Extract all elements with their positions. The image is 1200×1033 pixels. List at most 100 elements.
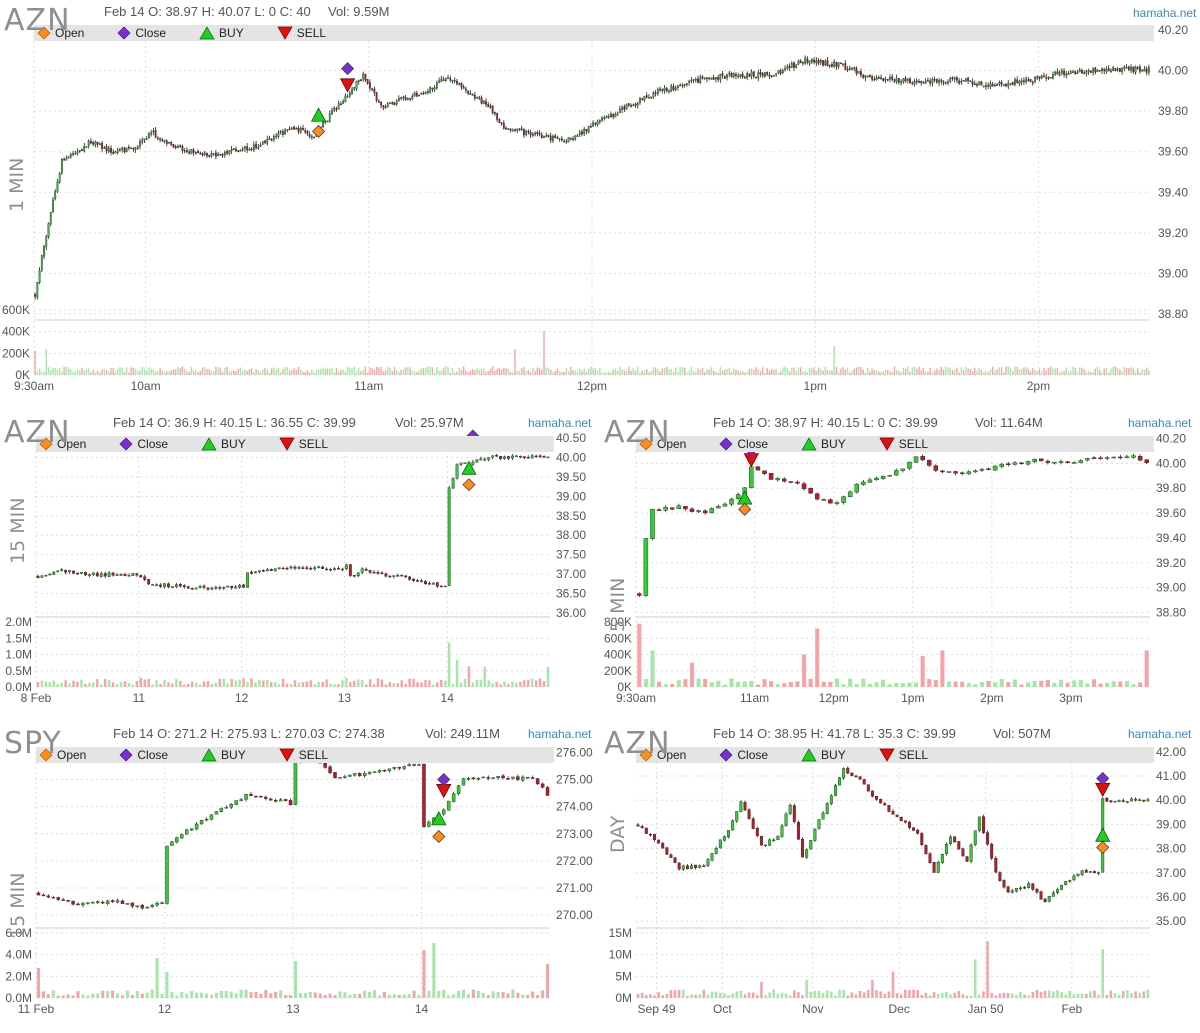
volume-bar [1026,682,1031,687]
volume-bar [105,370,108,375]
candle-body [87,140,90,146]
candle-body [297,566,301,569]
candle-body [141,139,144,143]
candle-body [1014,888,1018,892]
candle-body [1054,71,1057,76]
volume-bar [293,368,295,375]
volume-bar [480,369,483,375]
candle-body [422,92,425,95]
volume-bar [335,368,338,375]
legend-buy: BUY [201,748,246,762]
volume-bar [829,370,831,375]
candle-body [672,86,675,90]
candle-body [471,461,475,465]
candle-body [1072,71,1074,73]
volume-bar [318,993,322,998]
candle-body [781,69,784,73]
brand-link[interactable]: hamaha.net [1128,416,1192,430]
candle-body [1096,69,1099,72]
volume-bar [111,990,115,998]
volume-bar [521,994,525,998]
legend-close-label: Close [137,748,169,762]
volume-bar [132,368,135,375]
legend-buy: BUY [199,26,244,40]
time-tick-label: 14 [415,1002,429,1016]
brand-link[interactable]: hamaha.net [528,727,592,741]
candle-body [494,112,496,114]
candle-body [183,150,186,152]
candle-body [653,834,656,840]
candle-body [1002,84,1005,86]
candle-body [404,97,407,100]
volume-bar [576,372,579,375]
candle-body [1045,76,1048,79]
volume-bar [437,991,441,998]
volume-bar [66,994,70,998]
brand-link[interactable]: hamaha.net [1128,727,1192,741]
candle-body [180,834,184,839]
price-tick-label: 39.60 [1158,145,1188,159]
volume-bar [788,681,793,687]
legend-open-label: Open [57,437,87,451]
candle-body [748,73,751,77]
volume-bar [466,994,470,998]
candle-body [230,149,233,152]
volume-bar [579,368,581,375]
candle-body [702,865,706,867]
volume-bar [1078,680,1083,687]
brand-link[interactable]: hamaha.net [1133,6,1197,20]
volume-bar [447,367,449,375]
volume-bar [907,682,912,687]
candle-body [201,153,204,156]
candle-body [683,83,686,86]
volume-bar [101,369,103,375]
candle-body [87,574,91,576]
time-tick-label: 12pm [819,691,849,705]
volume-tick-label: 0K [15,368,30,382]
volume-bar [507,368,509,375]
chart-area[interactable]: 40.2040.0039.8039.6039.4039.2039.0038.80… [600,410,1200,705]
time-tick-label: 3pm [1059,691,1082,705]
volume-bar [254,992,258,998]
brand-link[interactable]: hamaha.net [528,416,592,430]
candle-body [862,75,865,78]
candle-body [147,579,151,585]
volume-bar [264,989,268,998]
volume-bar [471,989,475,998]
volume-bar [94,372,97,375]
candle-body [92,142,95,145]
candle-body [297,127,300,132]
volume-bar [416,682,419,687]
volume-bar [846,367,849,375]
volume-bar [317,369,320,375]
candle-body [829,795,833,804]
legend-sell-label: SELL [296,26,327,40]
chart-area[interactable]: 276.00275.00274.00273.00272.00271.00270.… [0,721,600,1033]
price-tick-label: 39.00 [1158,266,1188,280]
volume-bar [797,992,800,998]
candle-body [1105,69,1108,72]
volume-bar [70,369,72,375]
chart-area[interactable]: 40.2040.0039.8039.6039.4039.2039.0038.80… [0,0,1200,395]
volume-bar [121,367,123,375]
candle-body [749,466,754,489]
candle-body [1025,78,1028,82]
volume-bar [1121,371,1123,375]
time-tick-label: Jan 50 [968,1002,1004,1016]
candle-body [799,60,802,64]
volume-bar [52,367,54,375]
legend-buy-label: BUY [221,437,246,451]
volume-bar [1141,368,1143,375]
legend-sell: SELL [879,748,928,762]
volume-bar [503,368,505,375]
volume-bar [762,367,764,375]
volume-bar [797,367,800,375]
chart-area[interactable]: 40.5040.0039.5039.0038.5038.0037.5037.00… [0,410,600,705]
volume-bar [659,371,661,375]
chart-area[interactable]: 42.0041.0040.0039.0038.0037.0036.0035.00… [600,721,1200,1033]
volume-bar [949,367,951,375]
volume-bar [688,370,690,375]
candle-body [692,79,695,81]
candle-body [170,586,174,588]
legend-bar: Open Close BUY SELL [636,436,1154,452]
